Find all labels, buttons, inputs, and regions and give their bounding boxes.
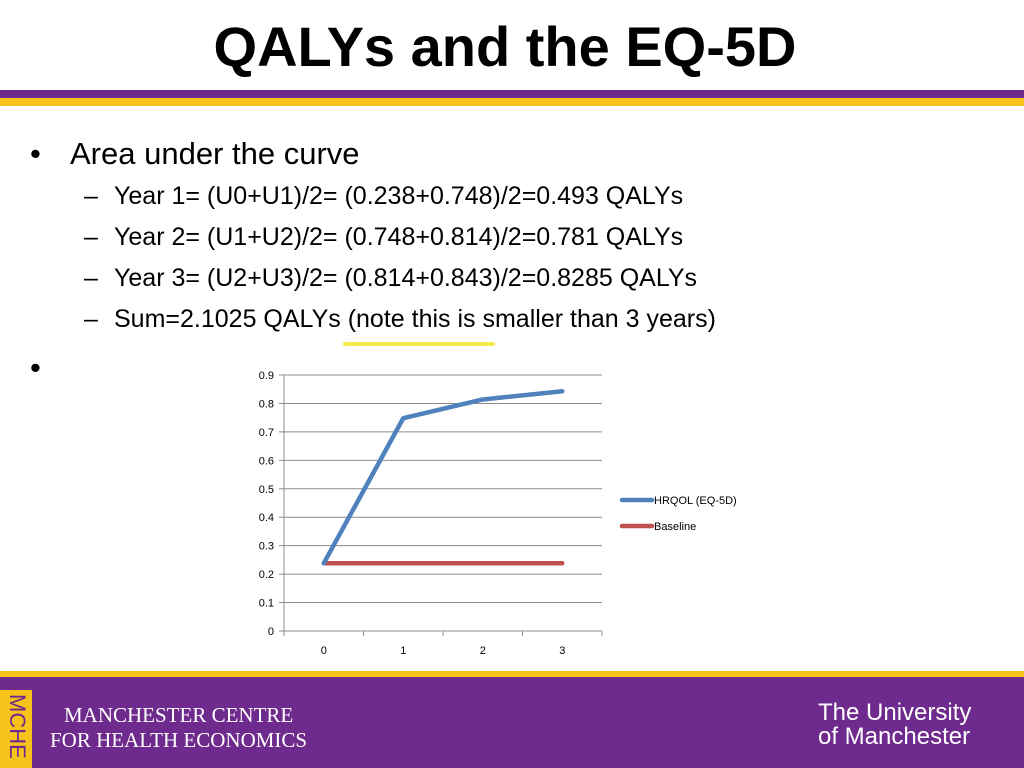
legend-label-baseline: Baseline <box>654 521 696 533</box>
footer-gold-rule <box>0 671 1024 677</box>
empty-bullet: • <box>30 350 41 385</box>
university-logo-line1: The University <box>818 699 972 726</box>
dash-marker: – <box>84 182 98 210</box>
y-tick-label: 0.1 <box>259 598 274 610</box>
bullet-dot: • <box>30 136 41 171</box>
x-tick-label: 3 <box>559 645 565 657</box>
highlight-underline <box>343 342 495 346</box>
y-tick-label: 0 <box>268 626 274 638</box>
x-tick-label: 2 <box>480 645 486 657</box>
slide-title: QALYs and the EQ-5D <box>213 15 797 78</box>
y-tick-label: 0.5 <box>259 484 274 496</box>
legend-label-hrqol: HRQOL (EQ-5D) <box>654 495 737 507</box>
sub-bullet-text: Year 1= (U0+U1)/2= (0.238+0.748)/2=0.493… <box>114 182 684 210</box>
y-tick-label: 0.3 <box>259 541 274 553</box>
university-logo: The University of Manchester <box>818 701 971 749</box>
mche-tab: MCHE <box>0 690 32 768</box>
y-tick-label: 0.6 <box>259 455 274 467</box>
university-logo-line2: of Manchester <box>818 723 971 750</box>
header-purple-rule <box>0 90 1024 98</box>
y-tick-label: 0.9 <box>259 370 274 382</box>
mche-logo-line1: MANCHESTER CENTRE <box>64 703 294 727</box>
mche-logo: MANCHESTER CENTRE FOR HEALTH ECONOMICS <box>50 703 307 753</box>
y-tick-label: 0.2 <box>259 569 274 581</box>
series-line-hrqol <box>321 388 565 566</box>
sub-bullet-text: Year 3= (U2+U3)/2= (0.814+0.843)/2=0.828… <box>114 264 698 292</box>
qaly-line-chart: 0 0.1 0.2 0.3 0.4 0.5 0.6 0.7 0.8 0.9 0 1 2 3 HRQOL (E… <box>240 360 780 660</box>
dash-marker: – <box>84 264 98 292</box>
header-gold-rule <box>0 98 1024 106</box>
mche-logo-line2: FOR HEALTH ECONOMICS <box>50 728 308 752</box>
footer-band <box>0 677 1024 768</box>
mche-tab-text: MCHE <box>5 694 30 759</box>
dash-marker: – <box>84 305 98 333</box>
x-tick-label: 0 <box>321 645 327 657</box>
y-tick-label: 0.4 <box>259 512 274 524</box>
chart-svg: 0 0.1 0.2 0.3 0.4 0.5 0.6 0.7 0.8 0.9 0 1 2 3 HRQOL (E… <box>259 370 737 657</box>
x-tick-label: 1 <box>400 645 406 657</box>
y-tick-label: 0.7 <box>259 427 274 439</box>
y-tick-label: 0.8 <box>259 398 274 410</box>
dash-marker: – <box>84 223 98 251</box>
main-bullet-text: Area under the curve <box>70 136 360 171</box>
sub-bullet-text: Sum=2.1025 QALYs (note this is smaller t… <box>114 305 716 333</box>
sub-bullet-text: Year 2= (U1+U2)/2= (0.748+0.814)/2=0.781… <box>114 223 684 251</box>
